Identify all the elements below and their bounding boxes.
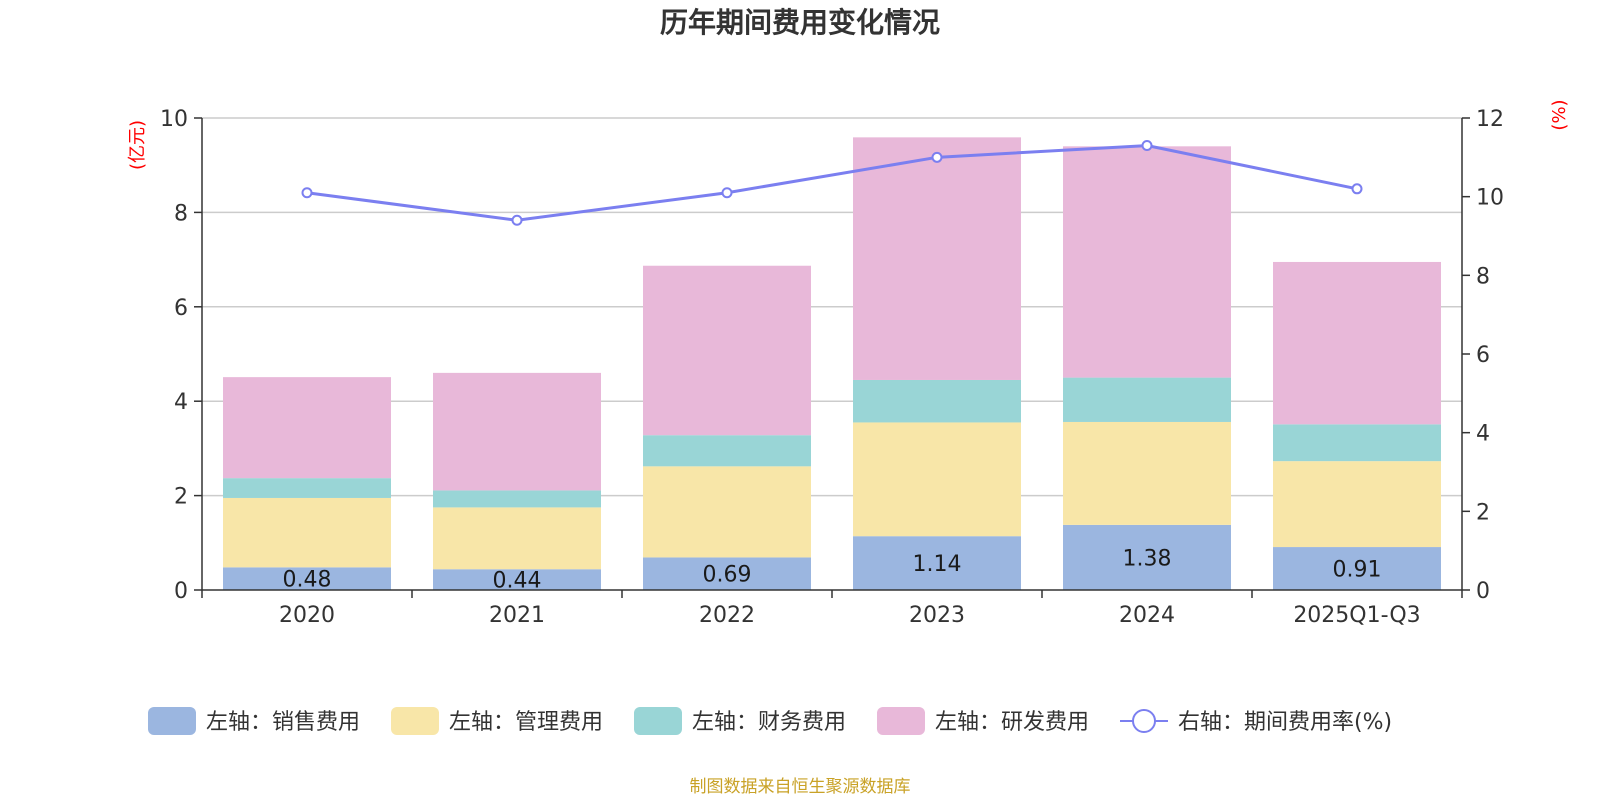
bar-segment xyxy=(223,497,391,568)
right-axis-tick-label: 2 xyxy=(1476,500,1490,525)
bar-segment xyxy=(853,422,1021,537)
rate-point xyxy=(931,151,943,163)
bar-segment xyxy=(1063,524,1231,590)
legend-label: 左轴：销售费用 xyxy=(206,710,360,735)
legend-marker-icon xyxy=(1132,709,1156,733)
x-axis-tick-label: 2024 xyxy=(1119,603,1175,628)
bar-value-label: 1.38 xyxy=(1123,546,1172,571)
legend-item[interactable]: 左轴：管理费用 xyxy=(391,707,603,735)
bar-segment xyxy=(643,466,811,558)
right-axis-tick-label: 8 xyxy=(1476,264,1490,289)
bar-value-label: 1.14 xyxy=(913,552,962,577)
rate-point xyxy=(511,214,523,226)
bar-value-label: 0.91 xyxy=(1333,558,1382,583)
legend-label: 左轴：管理费用 xyxy=(449,710,603,735)
bar-segment xyxy=(223,567,391,590)
bar-segment xyxy=(1273,547,1441,590)
x-axis-tick-label: 2021 xyxy=(489,603,545,628)
legend[interactable]: 左轴：销售费用 左轴：管理费用 左轴：财务费用 左轴：研发费用 右轴：期间费用率(%) xyxy=(148,707,1392,735)
bar-segment xyxy=(1273,261,1441,425)
left-axis-tick-label: 0 xyxy=(174,579,188,604)
legend-swatch xyxy=(148,707,196,735)
axes: 0 2 4 6 8 10 0 2 4 6 8 10 12 2020 2021 2022 2023 2024 2025… xyxy=(160,107,1504,628)
right-axis-tick-label: 12 xyxy=(1476,107,1504,132)
x-axis-tick-label: 2022 xyxy=(699,603,755,628)
bar-segment xyxy=(853,379,1021,423)
rate-point xyxy=(721,187,733,199)
legend-item[interactable]: 右轴：期间费用率(%) xyxy=(1120,709,1392,735)
legend-label: 左轴：财务费用 xyxy=(692,710,846,735)
left-axis-tick-label: 10 xyxy=(160,107,188,132)
x-axis-tick-label: 2023 xyxy=(909,603,965,628)
bar-value-label: 0.48 xyxy=(283,568,332,593)
bar-segment xyxy=(1273,461,1441,548)
rate-point xyxy=(301,187,313,199)
left-axis-tick-label: 4 xyxy=(174,390,188,415)
bar-segment xyxy=(1063,377,1231,422)
bar-segment xyxy=(853,536,1021,590)
left-axis-tick-label: 6 xyxy=(174,296,188,321)
legend-item[interactable]: 左轴：销售费用 xyxy=(148,707,360,735)
rate-point xyxy=(1141,140,1153,152)
left-axis-tick-label: 2 xyxy=(174,485,188,510)
right-axis-tick-label: 6 xyxy=(1476,343,1490,368)
bar-labels: 0.48 0.44 0.69 1.14 1.38 0.91 xyxy=(283,546,1382,593)
bar-segment xyxy=(1273,424,1441,462)
bar-segment xyxy=(643,265,811,436)
legend-swatch xyxy=(391,707,439,735)
legend-swatch xyxy=(634,707,682,735)
right-axis-unit: (%) xyxy=(1549,99,1570,130)
left-axis-tick-label: 8 xyxy=(174,201,188,226)
bar-value-label: 0.69 xyxy=(703,563,752,588)
legend-label: 左轴：研发费用 xyxy=(935,710,1089,735)
bar-segment xyxy=(433,569,601,590)
legend-item[interactable]: 左轴：研发费用 xyxy=(877,707,1089,735)
legend-swatch xyxy=(877,707,925,735)
bar-segment xyxy=(643,435,811,467)
bar-segment xyxy=(1063,421,1231,525)
bar-segment xyxy=(223,377,391,479)
bar-segment xyxy=(853,137,1021,380)
bar-segment xyxy=(1063,146,1231,378)
bar-segment xyxy=(433,490,601,508)
x-axis-tick-label: 2020 xyxy=(279,603,335,628)
legend-label: 右轴：期间费用率(%) xyxy=(1178,710,1392,735)
chart-title: 历年期间费用变化情况 xyxy=(660,6,940,39)
x-axis-tick-label: 2025Q1-Q3 xyxy=(1293,603,1420,628)
expense-rate-line xyxy=(301,140,1363,226)
bar-segment xyxy=(223,478,391,498)
left-axis-unit: (亿元) xyxy=(127,120,148,170)
bar-segment xyxy=(433,372,601,491)
source-note: 制图数据来自恒生聚源数据库 xyxy=(690,777,911,797)
legend-item[interactable]: 左轴：财务费用 xyxy=(634,707,846,735)
right-axis-tick-label: 0 xyxy=(1476,579,1490,604)
bars xyxy=(223,137,1441,590)
bar-segment xyxy=(643,557,811,590)
bar-segment xyxy=(433,507,601,570)
rate-line xyxy=(306,144,1358,222)
right-axis-tick-label: 10 xyxy=(1476,186,1504,211)
grid-lines xyxy=(202,117,1462,497)
rate-point xyxy=(1351,183,1363,195)
right-axis-tick-label: 4 xyxy=(1476,422,1490,447)
